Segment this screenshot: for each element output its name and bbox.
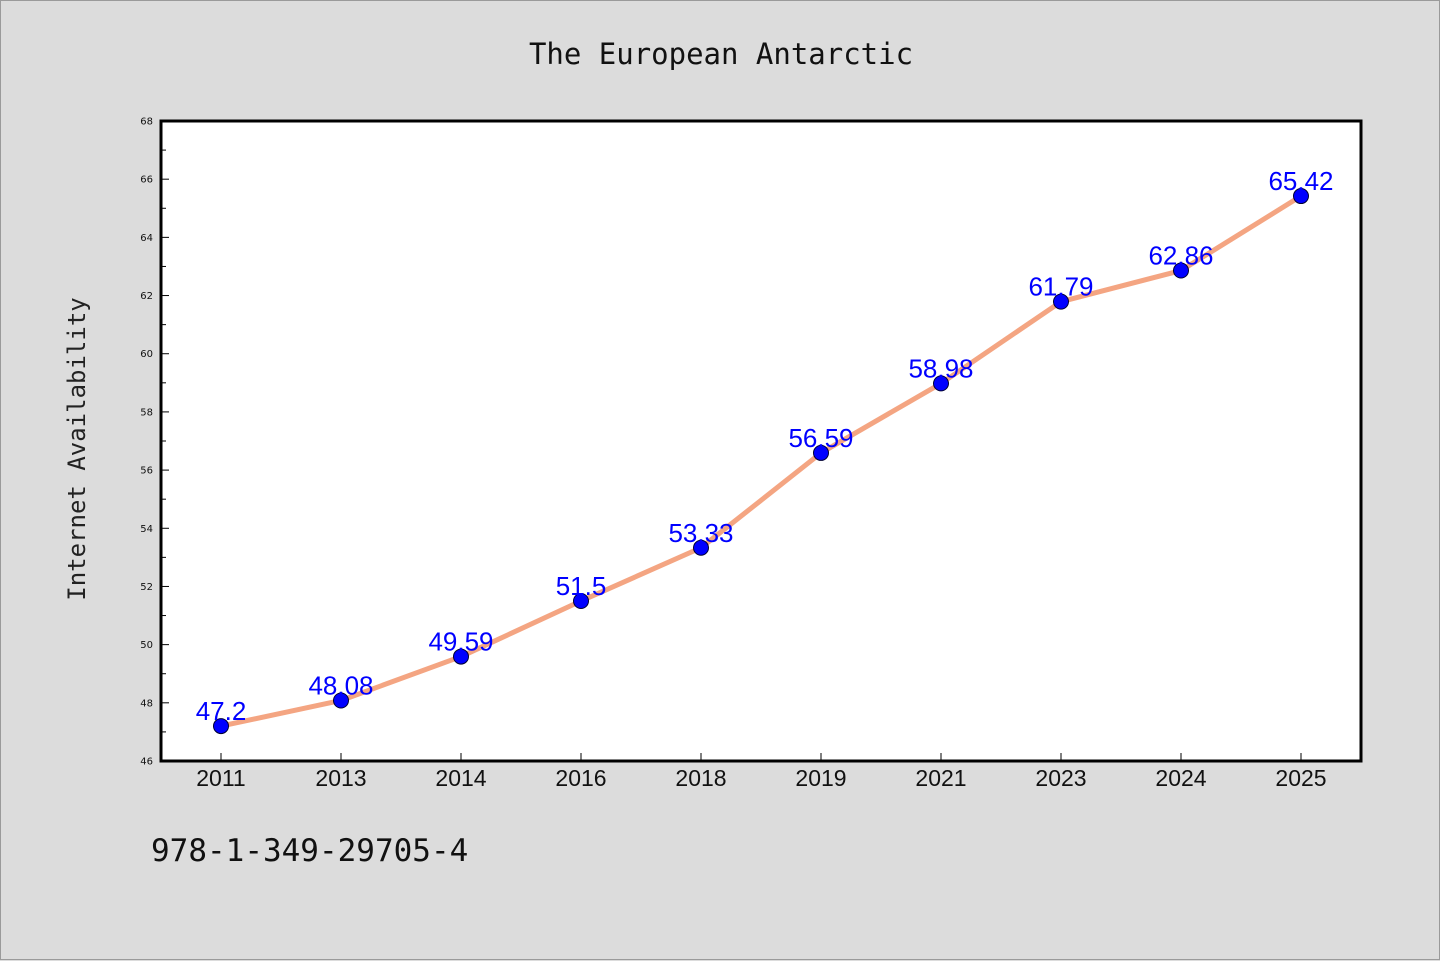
x-tick-label: 2024 [1155,765,1206,791]
x-axis: 2011 2013 2014 2016 2018 2019 2021 2023 2024 2025 [196,753,1327,791]
data-point [933,375,949,392]
y-tick-label: 64 [140,233,153,244]
x-tick-label: 2018 [675,765,726,791]
data-label: 53.33 [668,518,733,548]
x-tick-label: 2014 [435,765,486,791]
data-label: 51.5 [556,571,607,601]
data-point [573,593,589,609]
data-label: 48.08 [308,670,373,700]
data-point [693,539,709,556]
data-point [1293,188,1309,205]
plot-area [159,119,1363,763]
x-tick-label: 2019 [795,765,846,791]
data-label: 47.2 [196,696,247,726]
data-label: 58.98 [908,353,973,383]
y-tick-label: 66 [140,175,153,186]
data-point [333,692,349,709]
data-label: 56.59 [788,423,853,453]
x-tick-label: 2013 [315,765,366,791]
y-tick-label: 62 [140,291,153,302]
y-tick-label: 46 [140,757,153,768]
x-tick-label: 2021 [915,765,966,791]
data-label: 62.86 [1148,241,1213,271]
y-tick-label: 58 [140,407,153,418]
data-point [213,718,229,735]
y-tick-label: 60 [140,349,153,360]
data-point [453,648,469,665]
isbn-footer: 978-1-349-29705-4 [151,833,469,869]
x-tick-label: 2011 [196,765,245,791]
data-labels: 47.2 48.08 49.59 51.5 53.33 56.59 58.98 61.79 62… [196,166,1334,726]
chart-title: The European Antarctic [529,37,913,71]
y-tick-label: 50 [140,640,153,651]
y-tick-label: 68 [140,117,153,128]
series-layer [213,188,1309,735]
x-tick-label: 2025 [1275,765,1326,791]
y-axis-label: Internet Availability [63,297,91,600]
data-label: 65.42 [1268,166,1333,196]
y-tick-label: 48 [140,698,153,709]
data-point [813,444,829,461]
x-tick-label: 2023 [1035,765,1086,791]
y-tick-label: 56 [140,466,153,477]
data-label: 49.59 [428,627,493,657]
y-axis: 46 48 50 52 54 56 58 60 62 64 66 68 [140,117,169,768]
y-tick-label: 52 [140,582,153,593]
data-point [1053,293,1069,310]
series-line [218,193,1304,729]
data-label: 61.79 [1028,272,1093,302]
y-tick-label: 54 [140,524,153,535]
x-tick-label: 2016 [555,765,606,791]
data-point [1173,262,1189,279]
